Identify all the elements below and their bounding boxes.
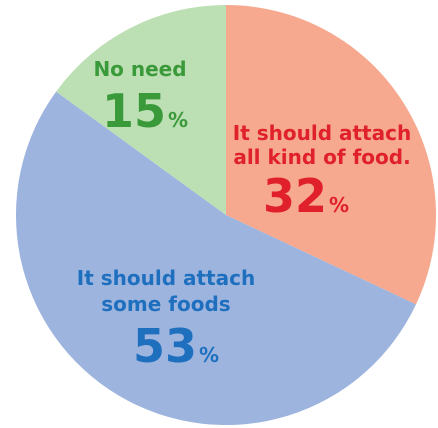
slice-label-2-line-0: No need	[93, 57, 186, 81]
slice-label-0-line-0: It should attach	[233, 121, 411, 145]
slice-value-2: 15%	[102, 84, 188, 138]
slice-value-1: 53%	[133, 319, 219, 373]
slice-label-1-line-0: It should attach	[77, 266, 255, 290]
slice-label-1-line-1: some foods	[101, 292, 230, 316]
slice-label-0-line-1: all kind of food.	[233, 145, 410, 169]
pie-slice-2	[56, 5, 226, 215]
pie-slice-0	[226, 5, 436, 305]
slice-value-0: 32%	[263, 169, 349, 223]
pie-slice-1	[15, 91, 417, 426]
